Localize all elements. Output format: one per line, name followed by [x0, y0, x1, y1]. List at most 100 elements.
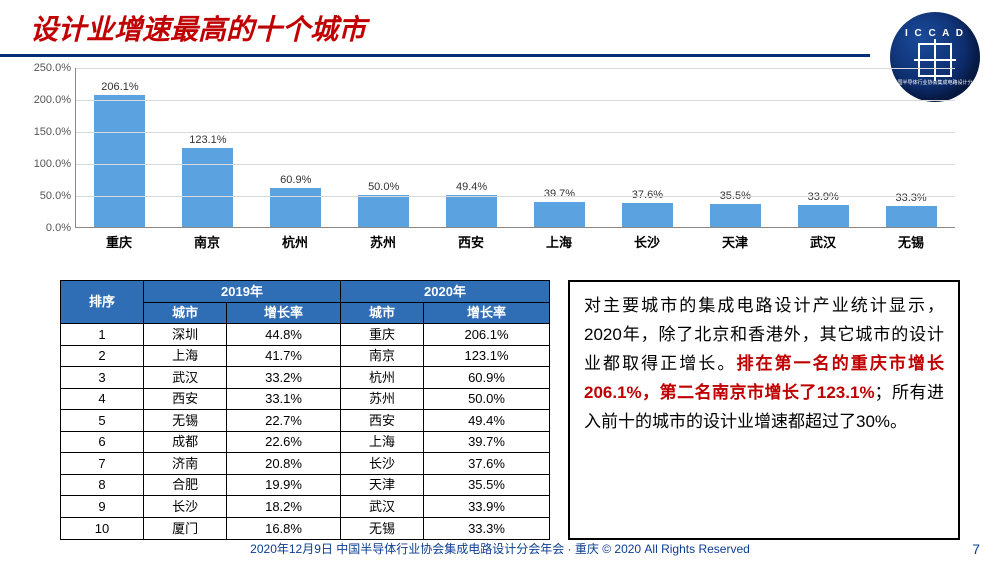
chart-gridline	[76, 132, 955, 133]
chart-y-axis: 0.0%50.0%100.0%150.0%200.0%250.0%	[27, 68, 75, 228]
bar-column: 123.1%	[164, 68, 252, 227]
table-row: 7济南20.8%长沙37.6%	[61, 453, 550, 475]
bar-column: 33.3%	[867, 68, 955, 227]
table-cell: 武汉	[340, 496, 423, 518]
x-category-label: 上海	[515, 232, 603, 251]
bar-rect	[534, 202, 585, 227]
table-cell: 33.3%	[424, 518, 550, 540]
chart-plot-area: 206.1%123.1%60.9%50.0%49.4%39.7%37.6%35.…	[75, 68, 955, 228]
table-cell: 4	[61, 388, 144, 410]
table-cell: 49.4%	[424, 410, 550, 432]
x-category-label: 苏州	[339, 232, 427, 251]
table-row: 6成都22.6%上海39.7%	[61, 431, 550, 453]
bar-value-label: 33.3%	[896, 192, 927, 204]
x-category-label: 杭州	[251, 232, 339, 251]
table-cell: 长沙	[340, 453, 423, 475]
page-title: 设计业增速最高的十个城市	[30, 8, 1000, 48]
col-city-2020: 城市	[340, 302, 423, 324]
bar-rect	[94, 95, 145, 227]
ranking-table: 排序 2019年 2020年 城市 增长率 城市 增长率 1深圳44.8%重庆2…	[60, 280, 550, 540]
bar-rect	[358, 195, 409, 227]
chart-gridline	[76, 100, 955, 101]
table-cell: 5	[61, 410, 144, 432]
bar-column: 33.9%	[779, 68, 867, 227]
table-cell: 武汉	[144, 367, 227, 389]
col-growth-2019: 增长率	[227, 302, 341, 324]
x-category-label: 长沙	[603, 232, 691, 251]
y-tick-label: 150.0%	[34, 126, 71, 138]
bar-rect	[798, 205, 849, 227]
table-cell: 南京	[340, 345, 423, 367]
col-growth-2020: 增长率	[424, 302, 550, 324]
x-category-label: 无锡	[867, 232, 955, 251]
chart-gridline	[76, 68, 955, 69]
bar-rect	[270, 188, 321, 227]
title-underline	[0, 54, 870, 57]
bar-rect	[710, 204, 761, 227]
bar-column: 39.7%	[516, 68, 604, 227]
table-cell: 33.1%	[227, 388, 341, 410]
table-cell: 长沙	[144, 496, 227, 518]
col-year-2020: 2020年	[340, 281, 549, 303]
growth-bar-chart: 0.0%50.0%100.0%150.0%200.0%250.0% 206.1%…	[75, 68, 980, 268]
table-row: 5无锡22.7%西安49.4%	[61, 410, 550, 432]
bar-value-label: 37.6%	[632, 189, 663, 201]
table-cell: 10	[61, 518, 144, 540]
table-cell: 重庆	[340, 324, 423, 346]
chart-x-labels: 重庆南京杭州苏州西安上海长沙天津武汉无锡	[75, 232, 955, 251]
x-category-label: 武汉	[779, 232, 867, 251]
col-year-2019: 2019年	[144, 281, 341, 303]
table-cell: 16.8%	[227, 518, 341, 540]
table-cell: 9	[61, 496, 144, 518]
y-tick-label: 100.0%	[34, 158, 71, 170]
table-cell: 7	[61, 453, 144, 475]
table-cell: 杭州	[340, 367, 423, 389]
x-category-label: 西安	[427, 232, 515, 251]
bar-value-label: 206.1%	[101, 81, 138, 93]
bar-rect	[182, 148, 233, 227]
table-row: 4西安33.1%苏州50.0%	[61, 388, 550, 410]
table-cell: 37.6%	[424, 453, 550, 475]
commentary-box: 对主要城市的集成电路设计产业统计显示，2020年，除了北京和香港外，其它城市的设…	[568, 280, 960, 540]
table-cell: 西安	[340, 410, 423, 432]
page-number: 7	[972, 541, 980, 557]
bar-value-label: 33.9%	[808, 191, 839, 203]
table-cell: 天津	[340, 474, 423, 496]
table-cell: 123.1%	[424, 345, 550, 367]
table-cell: 上海	[144, 345, 227, 367]
bar-column: 206.1%	[76, 68, 164, 227]
bar-column: 60.9%	[252, 68, 340, 227]
table-cell: 60.9%	[424, 367, 550, 389]
table-cell: 上海	[340, 431, 423, 453]
table-cell: 西安	[144, 388, 227, 410]
table-cell: 无锡	[144, 410, 227, 432]
table-cell: 8	[61, 474, 144, 496]
table-cell: 3	[61, 367, 144, 389]
table-cell: 深圳	[144, 324, 227, 346]
table-row: 1深圳44.8%重庆206.1%	[61, 324, 550, 346]
footer-text: 2020年12月9日 中国半导体行业协会集成电路设计分会年会 · 重庆 © 20…	[0, 540, 1000, 557]
bar-value-label: 39.7%	[544, 188, 575, 200]
table-cell: 1	[61, 324, 144, 346]
table-cell: 50.0%	[424, 388, 550, 410]
bar-value-label: 123.1%	[189, 134, 226, 146]
table-cell: 2	[61, 345, 144, 367]
table-row: 2上海41.7%南京123.1%	[61, 345, 550, 367]
col-city-2019: 城市	[144, 302, 227, 324]
y-tick-label: 0.0%	[46, 222, 71, 234]
y-tick-label: 200.0%	[34, 94, 71, 106]
chart-gridline	[76, 196, 955, 197]
chart-bars: 206.1%123.1%60.9%50.0%49.4%39.7%37.6%35.…	[76, 68, 955, 227]
table-row: 9长沙18.2%武汉33.9%	[61, 496, 550, 518]
table-row: 10厦门16.8%无锡33.3%	[61, 518, 550, 540]
table-cell: 成都	[144, 431, 227, 453]
x-category-label: 南京	[163, 232, 251, 251]
table-row: 8合肥19.9%天津35.5%	[61, 474, 550, 496]
table-cell: 苏州	[340, 388, 423, 410]
y-tick-label: 250.0%	[34, 62, 71, 74]
table-cell: 合肥	[144, 474, 227, 496]
table-row: 3武汉33.2%杭州60.9%	[61, 367, 550, 389]
chart-gridline	[76, 164, 955, 165]
table-cell: 35.5%	[424, 474, 550, 496]
bar-column: 37.6%	[603, 68, 691, 227]
